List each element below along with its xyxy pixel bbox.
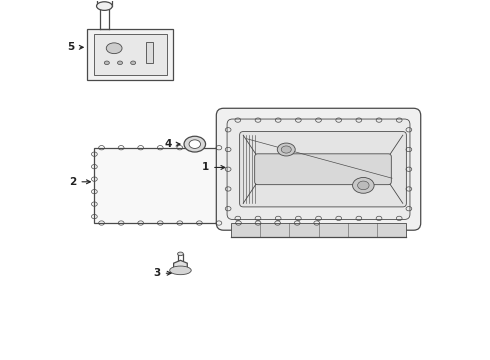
Polygon shape — [173, 260, 187, 272]
Ellipse shape — [106, 43, 122, 54]
Polygon shape — [147, 42, 153, 63]
FancyBboxPatch shape — [216, 108, 421, 230]
Polygon shape — [231, 223, 406, 237]
FancyBboxPatch shape — [227, 119, 410, 220]
Text: 5: 5 — [68, 42, 83, 52]
Ellipse shape — [170, 266, 191, 275]
Text: 2: 2 — [69, 177, 90, 187]
FancyBboxPatch shape — [255, 154, 392, 185]
Ellipse shape — [184, 136, 205, 152]
Polygon shape — [94, 34, 167, 75]
Ellipse shape — [277, 143, 295, 156]
Polygon shape — [87, 30, 173, 80]
Ellipse shape — [358, 181, 369, 190]
Ellipse shape — [97, 2, 112, 10]
Ellipse shape — [281, 146, 291, 153]
Ellipse shape — [104, 61, 109, 64]
Text: 4: 4 — [164, 139, 180, 149]
Polygon shape — [95, 148, 324, 223]
Text: 1: 1 — [202, 162, 225, 172]
Ellipse shape — [118, 61, 122, 64]
FancyBboxPatch shape — [240, 132, 406, 207]
Ellipse shape — [189, 140, 200, 148]
Ellipse shape — [131, 61, 136, 64]
Ellipse shape — [177, 252, 183, 256]
Ellipse shape — [353, 177, 374, 193]
Text: 3: 3 — [153, 268, 171, 278]
